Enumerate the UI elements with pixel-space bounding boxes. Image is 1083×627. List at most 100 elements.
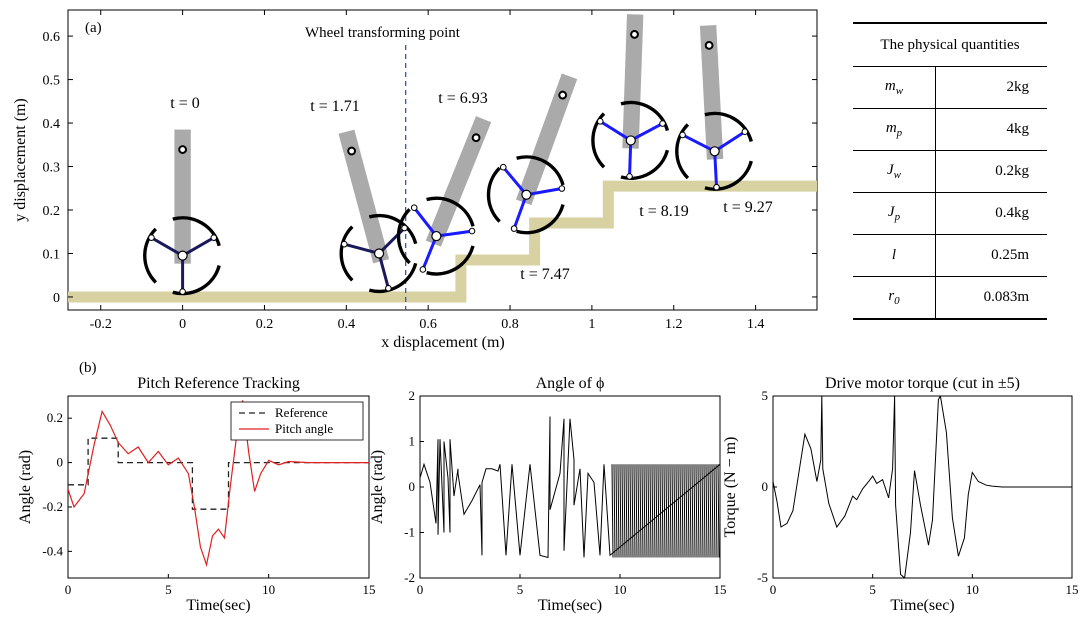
- phi-wrap-line: [675, 464, 678, 558]
- x-axis-label: Time(sec): [186, 597, 250, 614]
- phi-wrap-line: [673, 464, 676, 558]
- subplot-title: Drive motor torque (cut in ±5): [825, 375, 1020, 392]
- robot-pendulum: [338, 129, 390, 264]
- quantity-cell: mp: [853, 108, 936, 151]
- y-tick-label: 0: [409, 479, 416, 494]
- spoke-joint: [179, 288, 186, 295]
- wheel-spoke: [436, 229, 473, 238]
- quantity-symbol: r0: [888, 288, 899, 307]
- spoke-joint: [596, 118, 604, 125]
- phi-wrap-line: [633, 464, 636, 558]
- wheel-hub: [625, 135, 636, 146]
- phi-wrap-line: [701, 464, 704, 558]
- phi-wrap-line: [639, 464, 642, 558]
- quantity-symbol-base: r: [888, 288, 895, 304]
- phi-wrap-line: [717, 464, 720, 558]
- phi-wrap-line: [711, 464, 714, 558]
- phi-wrap-line: [681, 464, 684, 558]
- series-group: [420, 416, 720, 559]
- wheel-spoke: [526, 187, 563, 197]
- x-tick-label: 10: [966, 582, 979, 597]
- quantity-symbol: l: [891, 247, 897, 263]
- quantity-symbol-base: J: [887, 204, 895, 220]
- quantity-symbol-subscript: w: [893, 169, 901, 181]
- wheel-hub: [177, 250, 188, 261]
- table-row: l 0.25m: [853, 234, 1047, 277]
- robot-body: [174, 129, 191, 264]
- wheel-rim-segment: [426, 196, 475, 227]
- center-of-mass-marker: [630, 30, 639, 39]
- robot-pendulum: [174, 129, 191, 264]
- spoke-joint: [210, 234, 218, 241]
- y-tick-label: -2: [404, 570, 415, 585]
- wheel-rim-segment: [396, 208, 411, 265]
- quantity-symbol: mw: [884, 78, 903, 97]
- quantity-symbol-base: m: [885, 120, 897, 136]
- subplot-title: Angle of ϕ: [536, 375, 605, 392]
- axes-frame: [67, 395, 370, 579]
- wheel-rim-segment: [339, 225, 354, 282]
- quantity-symbol: Jp: [887, 204, 900, 223]
- robot-t693: [396, 116, 492, 276]
- phi-wrap-line: [691, 464, 694, 558]
- wheel-rim-segment: [516, 155, 565, 186]
- spoke-joint: [626, 173, 633, 180]
- spoke-joint: [558, 185, 566, 192]
- time-label: t = 9.27: [723, 199, 772, 216]
- table-row: Jp 0.4kg: [853, 192, 1047, 235]
- center-of-mass-marker: [471, 133, 481, 143]
- wheel-spoke: [713, 151, 719, 188]
- time-label: t = 6.93: [438, 90, 487, 107]
- wheel-spoke: [599, 120, 632, 142]
- top-x-axis-label: x displacement (m): [381, 334, 505, 351]
- spoke-joint: [148, 234, 155, 241]
- x-tick-label: 1.2: [665, 317, 683, 332]
- wheel-rim-segment: [486, 166, 501, 223]
- top-y-axis-label: y displacement (m): [12, 98, 29, 222]
- phi-wrap-line: [677, 464, 680, 558]
- wheel-spoke: [421, 235, 438, 271]
- top-axis-ticks: -0.2 0 0.2 0.4 0.6 0.8 1 1.2 1.4 0 0.1 0.2 0.3 0.4 0.5…: [43, 10, 817, 332]
- quantity-symbol-base: J: [886, 162, 894, 178]
- x-tick-label: 0.4: [338, 317, 356, 332]
- y-tick-label: 5: [762, 388, 769, 403]
- wheel-rim-segment: [426, 245, 475, 276]
- y-tick-label: 0.6: [43, 30, 61, 45]
- phi-wrap-line: [637, 464, 640, 558]
- x-tick-label: 0.6: [419, 317, 437, 332]
- phi-wrap-line: [611, 464, 614, 558]
- spoke-joint: [419, 266, 427, 273]
- spoke-joint: [499, 163, 507, 171]
- x-axis-label: Time(sec): [890, 597, 954, 614]
- phi-wrap-line: [683, 464, 686, 558]
- pitch-angle-line: [68, 400, 369, 567]
- y-tick-label: 0.2: [47, 410, 63, 425]
- phi-wrap-line: [627, 464, 630, 558]
- wheel-hub: [431, 230, 442, 242]
- robot-pendulum: [699, 24, 724, 160]
- pitch-plot: 0 5 10 15 0.2 0 -0.2 -0.4 Pitch Reference Tracki…: [17, 375, 376, 614]
- phi-wrap-line: [679, 464, 682, 558]
- wheel-hub: [373, 248, 385, 259]
- spoke-joint: [659, 120, 666, 127]
- robot-body: [622, 14, 644, 149]
- spoke-joint: [713, 183, 720, 191]
- table-row: Jw 0.2kg: [853, 150, 1047, 193]
- phi-wrap-line: [705, 464, 708, 558]
- quantity-cell: Jp: [853, 192, 936, 235]
- y-tick-label: -1: [404, 525, 415, 540]
- phi-wrap-line: [635, 464, 638, 558]
- quantity-symbol-base: m: [884, 78, 896, 94]
- phi-wrap-line: [667, 464, 670, 558]
- wheel-rim-segment: [368, 213, 418, 245]
- y-tick-label: -0.2: [42, 499, 63, 514]
- y-tick-label: 0.3: [43, 161, 61, 176]
- robot-body: [699, 24, 724, 160]
- x-tick-label: 0: [179, 317, 186, 332]
- spoke-joint: [410, 204, 418, 212]
- legend-entry: Reference: [275, 405, 328, 420]
- center-of-mass-marker: [347, 146, 357, 156]
- quantity-symbol: mp: [885, 120, 902, 139]
- quantity-cell: Jw: [853, 150, 936, 193]
- phi-wrap-line: [661, 464, 664, 558]
